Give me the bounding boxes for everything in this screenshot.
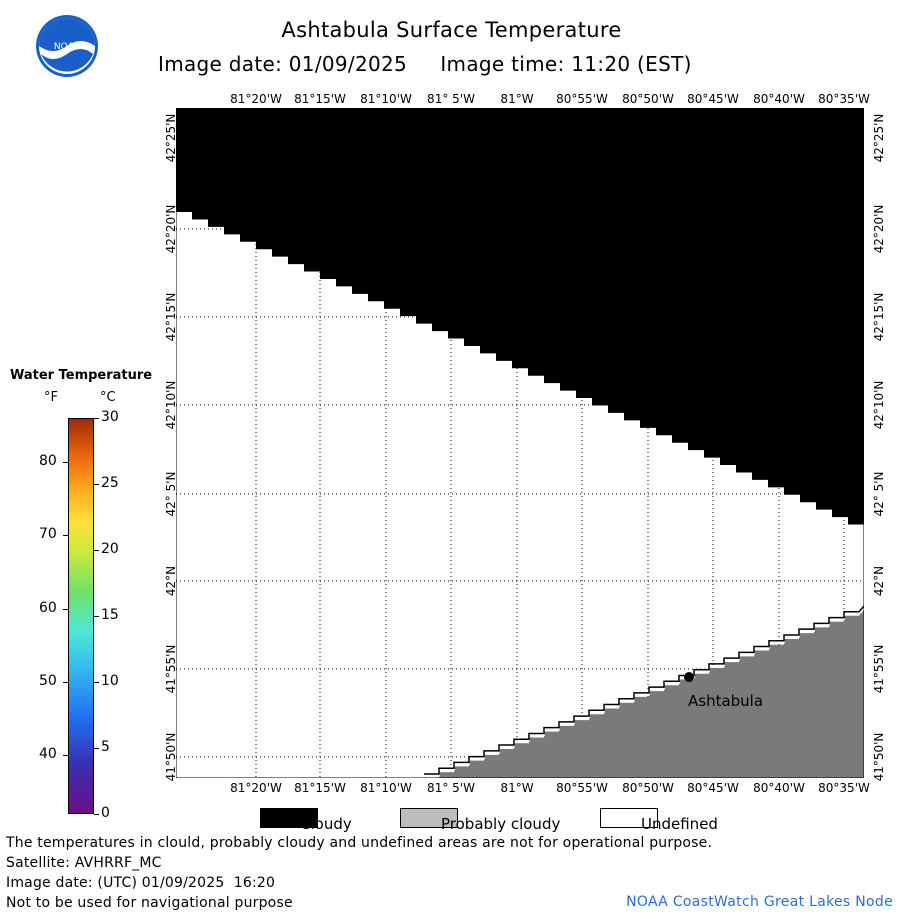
celsius-tick-mark: [94, 748, 99, 749]
probably-cloudy-label: Probably cloudy: [441, 815, 561, 833]
cloudy-label: Cloudy: [300, 815, 352, 833]
shoreline-outline: [424, 605, 864, 775]
latitude-label: 42°15'N: [872, 292, 886, 342]
longitude-label: 81° 5'W: [427, 781, 475, 795]
latitude-label: 42°10'N: [164, 380, 178, 430]
longitude-label: 81°10'W: [360, 92, 412, 106]
longitude-label: 80°35'W: [818, 92, 870, 106]
latitude-label: 42° 5'N: [872, 471, 886, 517]
unit-celsius: °C: [100, 390, 116, 405]
page-title: Ashtabula Surface Temperature: [281, 18, 622, 42]
fahrenheit-tick-mark: [63, 535, 68, 537]
longitude-label: 81°15'W: [294, 781, 346, 795]
footer-navigation-note: Not to be used for navigational purpose: [6, 895, 293, 911]
footer-utc-date: Image date: (UTC) 01/09/2025 16:20: [6, 875, 276, 891]
latitude-label: 42° 5'N: [164, 471, 178, 517]
temperature-colorbar: [68, 418, 94, 814]
noaa-logo-icon: NOAA: [36, 15, 98, 77]
image-time: Image time: 11:20 (EST): [440, 52, 692, 76]
ashtabula-marker: [684, 672, 694, 682]
longitude-label: 80°35'W: [818, 781, 870, 795]
unit-fahrenheit: °F: [44, 390, 58, 405]
celsius-tick-label: 0: [101, 805, 110, 821]
celsius-tick-mark: [94, 682, 99, 683]
longitude-label: 80°45'W: [687, 781, 739, 795]
celsius-tick-mark: [94, 814, 99, 815]
undefined-swatch: [600, 808, 658, 828]
longitude-label: 80°40'W: [753, 92, 805, 106]
probably-cloudy-swatch: [400, 808, 458, 828]
legend-title: Water Temperature: [10, 368, 153, 383]
latitude-label: 42°15'N: [164, 292, 178, 342]
footer-satellite: Satellite: AVHRRF_MC: [6, 855, 162, 871]
image-date-time: Image date: 01/09/2025 Image time: 11:20…: [158, 52, 692, 76]
latitude-label: 42°25'N: [872, 113, 886, 163]
latitude-label: 42°10'N: [872, 380, 886, 430]
latitude-label: 42°N: [872, 565, 886, 597]
longitude-label: 80°45'W: [687, 92, 739, 106]
longitude-label: 81°20'W: [230, 92, 282, 106]
latitude-label: 41°50'N: [872, 732, 886, 782]
footer-disclaimer: The temperatures in clould, probably clo…: [6, 835, 713, 851]
logo-text: NOAA: [54, 42, 81, 52]
fahrenheit-tick-label: 80: [39, 453, 57, 469]
fahrenheit-tick-label: 40: [39, 746, 57, 763]
fahrenheit-tick-label: 70: [39, 526, 57, 543]
longitude-label: 80°55'W: [556, 92, 608, 106]
latitude-label: 42°20'N: [872, 204, 886, 254]
latitude-label: 41°50'N: [164, 732, 178, 782]
celsius-tick-mark: [94, 418, 99, 419]
fahrenheit-tick-label: 60: [39, 599, 57, 616]
latitude-label: 42°N: [164, 565, 178, 597]
longitude-label: 80°40'W: [753, 781, 805, 795]
longitude-label: 80°50'W: [622, 92, 674, 106]
celsius-tick-label: 25: [101, 475, 119, 491]
cloudy-area: [176, 108, 864, 532]
longitude-label: 81°W: [500, 781, 534, 795]
celsius-tick-label: 10: [101, 673, 119, 689]
fahrenheit-tick-mark: [63, 608, 68, 610]
longitude-label: 81°20'W: [230, 781, 282, 795]
fahrenheit-tick-mark: [63, 682, 68, 683]
longitude-label: 80°50'W: [622, 781, 674, 795]
latitude-label: 41°55'N: [872, 644, 886, 694]
longitude-label: 81° 5'W: [427, 92, 475, 106]
celsius-tick-label: 20: [101, 541, 119, 557]
latitude-label: 41°55'N: [164, 644, 178, 694]
celsius-tick-mark: [94, 616, 99, 617]
celsius-tick-mark: [94, 484, 99, 485]
undefined-label: Undefined: [641, 815, 718, 833]
longitude-label: 81°W: [500, 92, 534, 106]
longitude-label: 81°15'W: [294, 92, 346, 106]
longitude-label: 80°55'W: [556, 781, 608, 795]
credit-link[interactable]: NOAA CoastWatch Great Lakes Node: [626, 894, 893, 910]
celsius-tick-label: 5: [101, 739, 110, 755]
image-date: Image date: 01/09/2025: [158, 52, 408, 76]
map-canvas: Ashtabula: [176, 108, 864, 778]
fahrenheit-tick-mark: [63, 462, 68, 463]
celsius-tick-label: 30: [101, 409, 119, 425]
celsius-tick-label: 15: [101, 607, 119, 623]
longitude-label: 81°10'W: [360, 781, 412, 795]
fahrenheit-tick-mark: [63, 755, 68, 757]
place-label-ashtabula: Ashtabula: [688, 692, 763, 710]
latitude-label: 42°25'N: [164, 113, 178, 163]
fahrenheit-tick-label: 50: [39, 673, 57, 689]
latitude-label: 42°20'N: [164, 204, 178, 254]
cloudy-swatch: [260, 808, 318, 828]
celsius-tick-mark: [94, 550, 99, 551]
